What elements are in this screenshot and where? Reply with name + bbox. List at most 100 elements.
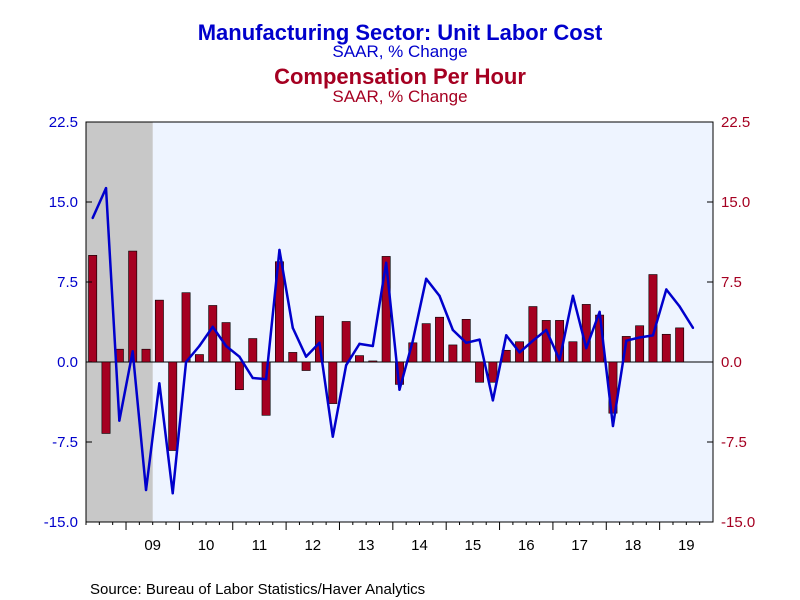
compensation-bar: [168, 361, 178, 451]
compensation-bar: [194, 354, 204, 363]
unit-labor-cost-point: [171, 492, 174, 495]
unit-labor-cost-point: [304, 355, 308, 358]
unit-labor-cost-point: [531, 339, 535, 342]
left-y-tick-label: -7.5: [52, 434, 78, 451]
unit-labor-cost-point: [651, 334, 655, 337]
compensation-bar: [141, 348, 151, 363]
unit-labor-cost-point: [625, 339, 628, 342]
right-y-tick-label: 7.5: [721, 274, 742, 291]
left-y-tick-label: 7.5: [57, 274, 78, 291]
right-y-axis: 22.5 15.0 7.5 0.0 -7.5 -15.0: [707, 114, 755, 531]
unit-labor-cost-point: [118, 419, 121, 422]
unit-labor-cost-point: [505, 334, 508, 337]
unit-labor-cost-point: [451, 328, 455, 332]
x-tick-label: 16: [518, 537, 535, 554]
compensation-bar: [248, 338, 258, 363]
unit-labor-cost-point: [278, 248, 281, 252]
unit-labor-cost-point: [318, 341, 321, 344]
unit-labor-cost-point: [104, 186, 108, 190]
compensation-bar: [128, 250, 138, 363]
left-y-tick-label: 0.0: [57, 354, 78, 371]
unit-labor-cost-point: [238, 355, 241, 358]
compensation-bar: [621, 336, 631, 363]
x-tick-label: 15: [465, 537, 482, 554]
unit-labor-cost-point: [465, 341, 468, 344]
unit-labor-cost-point: [411, 339, 415, 342]
x-tick-label: 10: [198, 537, 215, 554]
left-y-tick-label: 22.5: [49, 114, 78, 131]
unit-labor-cost-point: [224, 344, 228, 348]
compensation-bar: [181, 292, 191, 363]
chart-title-ulc: Manufacturing Sector: Unit Labor Cost: [198, 20, 603, 45]
unit-labor-cost-point: [371, 344, 375, 348]
compensation-bar: [154, 299, 164, 363]
plot-frame: [85, 121, 714, 523]
compensation-bar: [675, 327, 685, 363]
unit-labor-cost-point: [158, 382, 161, 385]
right-y-tick-label: -15.0: [721, 514, 755, 531]
source-note: Source: Bureau of Labor Statistics/Haver…: [90, 581, 425, 598]
left-y-axis: 22.5 15.0 7.5 0.0 -7.5 -15.0: [44, 114, 92, 531]
unit-labor-cost-point: [611, 424, 615, 428]
compensation-bar: [368, 360, 378, 363]
unit-labor-cost-point: [491, 399, 495, 402]
compensation-bar: [315, 315, 324, 363]
unit-labor-cost-point: [344, 364, 348, 367]
compensation-bar: [261, 361, 271, 416]
compensation-bar: [355, 355, 364, 363]
unit-labor-cost-point: [264, 377, 268, 381]
unit-labor-cost-point: [678, 305, 681, 308]
compensation-bar: [541, 320, 551, 363]
unit-labor-cost-point: [384, 261, 388, 264]
x-tick-label: 19: [678, 537, 695, 554]
compensation-bar: [88, 255, 98, 363]
chart-subtitle-ulc: SAAR, % Change: [332, 42, 467, 61]
x-tick-label: 14: [411, 537, 428, 554]
unit-labor-cost-point: [211, 325, 214, 328]
chart-title-comp: Compensation Per Hour: [274, 64, 526, 89]
compensation-bar: [221, 322, 231, 363]
left-y-tick-label: -15.0: [44, 514, 78, 531]
unit-labor-cost-point: [558, 358, 561, 362]
compensation-bar: [528, 306, 538, 363]
left-y-tick-label: 15.0: [49, 194, 78, 211]
compensation-bar: [301, 361, 311, 371]
compensation-bar: [488, 361, 498, 383]
compensation-bar: [435, 316, 444, 363]
unit-labor-cost-point: [545, 328, 548, 332]
unit-labor-cost-point: [665, 288, 668, 291]
compensation-bar: [341, 321, 351, 363]
unit-labor-cost-line: [91, 186, 695, 495]
compensation-bar: [635, 325, 645, 363]
x-tick-label: 13: [358, 537, 375, 554]
unit-labor-cost-point: [144, 488, 148, 492]
compensation-bar: [328, 361, 338, 404]
compensation-bar: [448, 344, 458, 363]
unit-labor-cost-point: [131, 350, 134, 353]
unit-labor-cost-point: [478, 338, 481, 341]
compensation-bar: [234, 361, 244, 391]
unit-labor-cost-point: [331, 435, 334, 438]
unit-labor-cost-point: [91, 216, 94, 220]
unit-labor-cost-point: [518, 351, 521, 354]
right-y-tick-label: 0.0: [721, 354, 742, 371]
compensation-bar: [101, 361, 111, 434]
unit-labor-cost-point: [291, 326, 294, 330]
unit-labor-cost-point: [598, 310, 601, 314]
x-tick-label: 12: [304, 537, 321, 554]
compensation-bar: [661, 333, 671, 363]
unit-labor-cost-point: [358, 342, 361, 346]
unit-labor-cost-point: [198, 344, 201, 348]
compensation-bar: [568, 341, 578, 363]
unit-labor-cost-point: [398, 388, 401, 391]
compensation-bar: [475, 361, 484, 383]
unit-labor-cost-point: [424, 277, 428, 280]
x-tick-label: 18: [625, 537, 642, 554]
compensation-bar: [208, 305, 218, 363]
unit-labor-cost-point: [251, 376, 254, 380]
compensation-bar: [288, 352, 298, 363]
right-y-tick-label: 15.0: [721, 194, 750, 211]
x-tick-label: 17: [571, 537, 588, 554]
unit-labor-cost-points: [91, 186, 695, 495]
